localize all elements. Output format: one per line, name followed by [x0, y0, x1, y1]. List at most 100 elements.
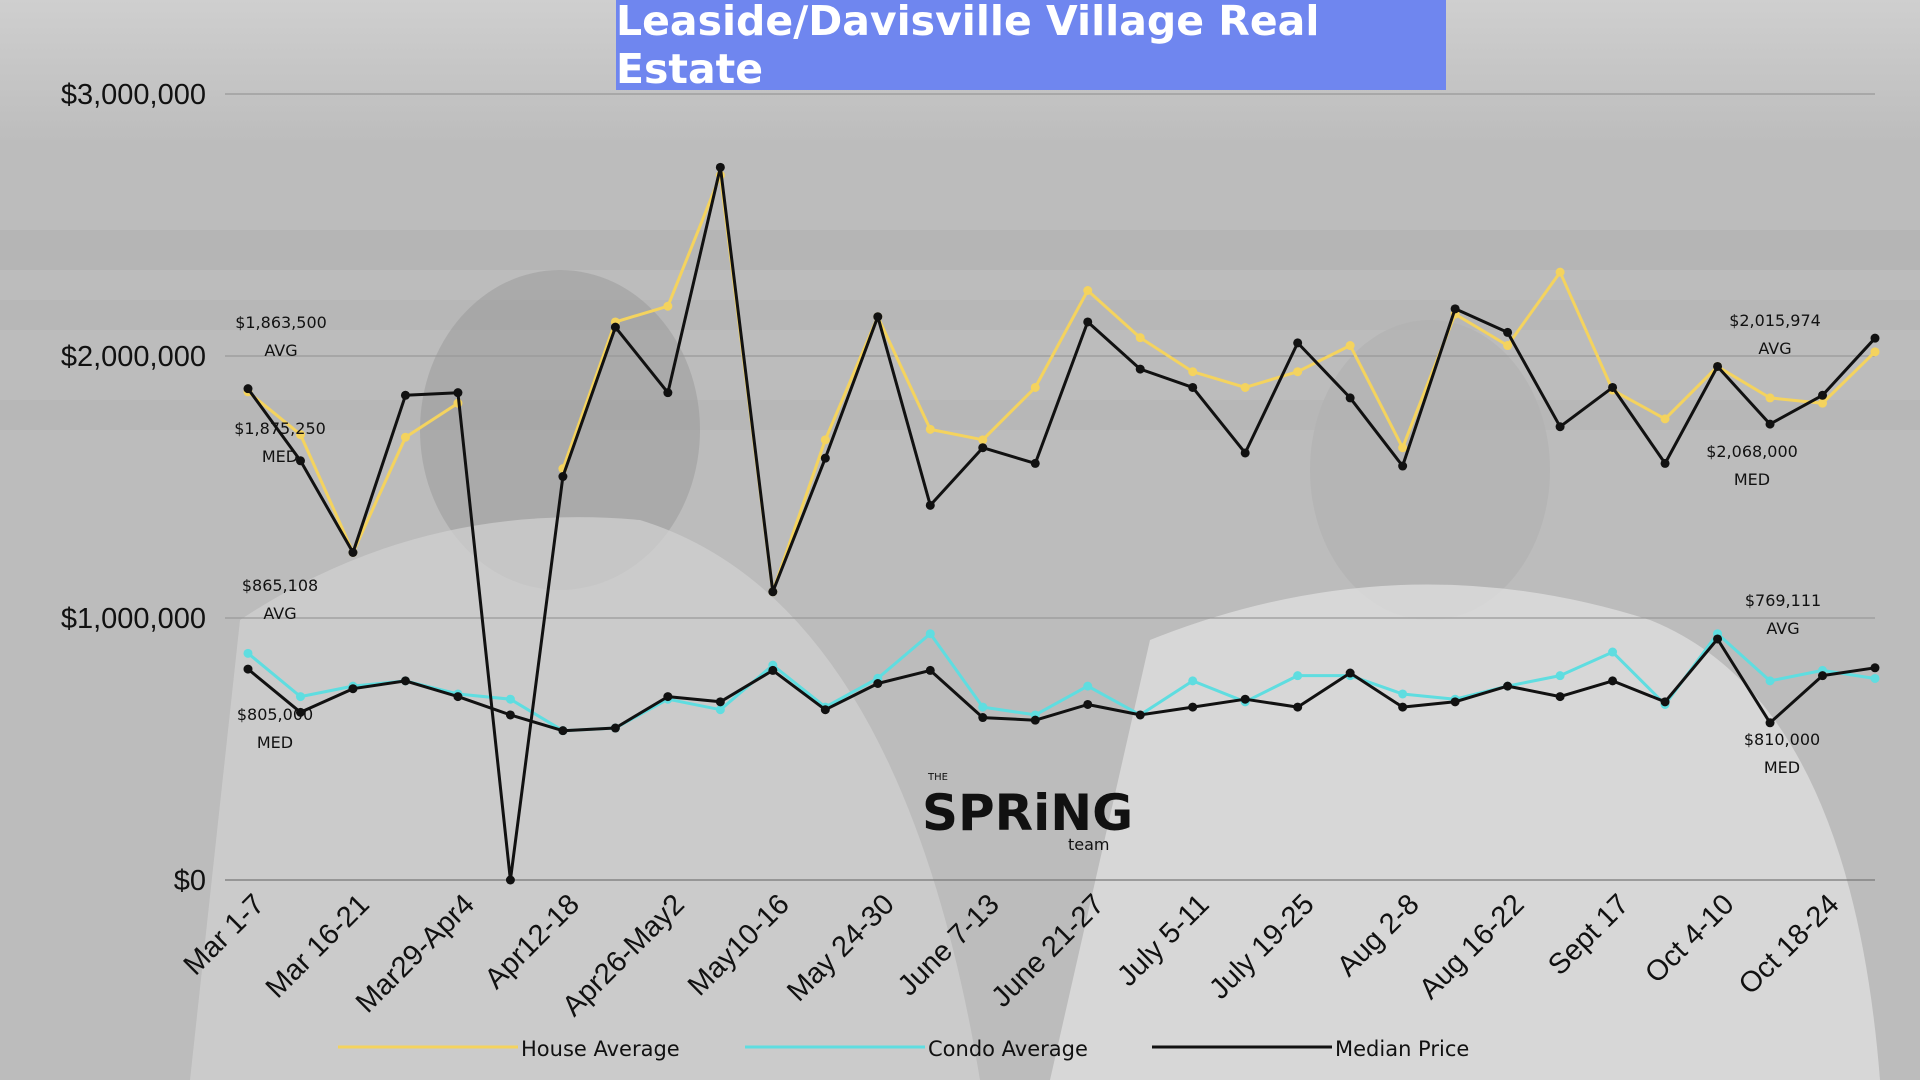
data-point	[1083, 681, 1093, 691]
logo-sub-text: team	[1068, 835, 1110, 854]
y-tick-label: $3,000,000	[61, 79, 206, 111]
data-point	[1555, 671, 1565, 681]
data-point	[1293, 702, 1303, 712]
data-point	[1870, 673, 1880, 683]
data-point	[1293, 367, 1303, 377]
data-point	[400, 676, 410, 686]
annotation-tag: AVG	[264, 341, 297, 360]
data-point	[1765, 393, 1775, 403]
data-point	[1398, 461, 1408, 471]
series-lines	[243, 162, 1880, 885]
series-line	[247, 637, 1876, 733]
y-tick-label: $2,000,000	[61, 341, 206, 373]
data-point	[295, 692, 305, 702]
data-point	[1345, 393, 1355, 403]
annotation-tag: MED	[1764, 758, 1800, 777]
data-point	[243, 648, 253, 658]
data-point	[663, 692, 673, 702]
data-point	[295, 430, 305, 440]
data-point	[820, 453, 830, 463]
data-point	[978, 435, 988, 445]
data-point	[243, 384, 253, 394]
data-point	[1188, 676, 1198, 686]
legend: House Average Condo Average Median Price	[338, 1037, 1469, 1061]
data-point	[558, 726, 568, 736]
data-point	[505, 710, 515, 720]
data-point	[295, 707, 305, 717]
data-point	[243, 664, 253, 674]
data-point	[663, 301, 673, 311]
data-point	[348, 548, 358, 557]
data-point	[1293, 671, 1303, 681]
data-point	[1240, 694, 1250, 704]
data-point	[1293, 338, 1303, 348]
data-point	[1818, 671, 1828, 681]
data-point	[1398, 689, 1408, 699]
data-point	[1450, 697, 1460, 707]
data-point	[1188, 702, 1198, 712]
data-point	[1030, 382, 1040, 392]
data-point	[715, 697, 725, 707]
annotation-value: $1,863,500	[235, 313, 327, 332]
data-point	[1135, 710, 1145, 720]
data-point	[1608, 647, 1618, 657]
series-median-price-condo	[243, 634, 1880, 736]
annotation-tag: MED	[257, 733, 293, 752]
data-point	[453, 692, 463, 702]
data-point	[925, 629, 935, 639]
data-point	[925, 665, 935, 675]
annotation-value: $805,000	[237, 705, 313, 724]
data-point	[1398, 443, 1408, 453]
data-point	[1135, 364, 1145, 374]
data-point	[873, 312, 883, 322]
annotation-value: $810,000	[1744, 730, 1820, 749]
legend-label: House Average	[521, 1037, 680, 1061]
data-point	[1870, 333, 1880, 343]
data-point	[1345, 341, 1355, 351]
legend-label: Condo Average	[928, 1037, 1088, 1061]
y-axis-ticks: $0 $1,000,000 $2,000,000 $3,000,000	[61, 79, 206, 897]
annotation-value: $769,111	[1745, 591, 1821, 610]
data-point	[820, 705, 830, 715]
data-point	[925, 500, 935, 510]
annotation-value: $2,015,974	[1729, 311, 1821, 330]
data-point	[1555, 267, 1565, 277]
data-point	[873, 679, 883, 688]
data-point	[1608, 382, 1618, 392]
data-point	[715, 162, 725, 172]
data-point	[925, 424, 935, 434]
logo-small-text: THE	[927, 772, 948, 783]
data-point	[768, 587, 778, 597]
value-annotations: $1,863,500 AVG $1,875,250 MED $865,108 AVG $80…	[234, 311, 1821, 777]
data-point	[1660, 414, 1670, 424]
annotation-tag: AVG	[263, 604, 296, 623]
data-point	[715, 705, 725, 715]
data-point	[1608, 676, 1618, 686]
annotation-tag: MED	[262, 447, 298, 466]
data-point	[1503, 681, 1513, 691]
data-point	[610, 723, 620, 733]
data-point	[1450, 304, 1460, 314]
data-point	[1765, 676, 1775, 686]
data-point	[1083, 286, 1093, 295]
data-point	[1030, 458, 1040, 468]
data-point	[1503, 341, 1513, 351]
data-point	[1345, 668, 1355, 678]
data-point	[1188, 382, 1198, 392]
data-point	[663, 388, 673, 398]
data-point	[1818, 390, 1828, 400]
data-point	[1555, 422, 1565, 432]
data-point	[1030, 715, 1040, 725]
annotation-value: $1,875,250	[234, 419, 326, 438]
data-point	[400, 432, 410, 442]
data-point	[820, 435, 830, 445]
annotation-tag: AVG	[1758, 339, 1791, 358]
data-point	[1240, 448, 1250, 458]
data-point	[1135, 333, 1145, 343]
legend-label: Median Price	[1335, 1037, 1469, 1061]
data-point	[1188, 367, 1198, 377]
data-point	[1765, 419, 1775, 429]
